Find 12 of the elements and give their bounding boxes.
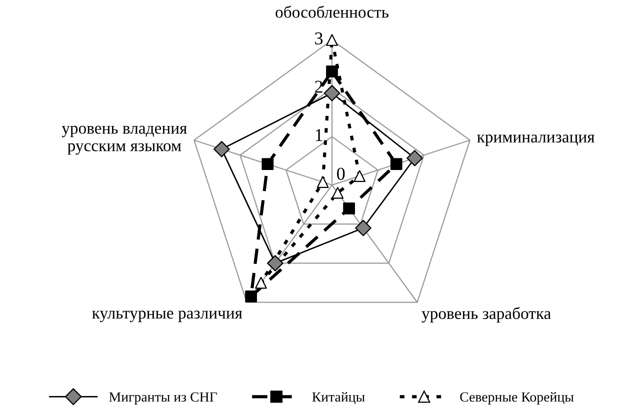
spoke-label: обособленность [276, 6, 388, 18]
legend-label: Китайцы [312, 392, 365, 404]
spoke-label: культурные различия [92, 310, 242, 322]
spoke-label: уровень заработка [422, 307, 551, 323]
spoke-label: криминализация [477, 134, 594, 146]
y-tick-label: 0 [337, 168, 345, 180]
legend-label: Мигранты из СНГ [109, 392, 217, 404]
y-tick-label: 3 [315, 32, 323, 45]
y-tick-label: 1 [316, 129, 322, 142]
spoke-label: уровень владения русским языком [62, 126, 187, 155]
legend-label: Северные Корейцы [460, 392, 574, 404]
y-tick-label: 2 [315, 80, 322, 93]
